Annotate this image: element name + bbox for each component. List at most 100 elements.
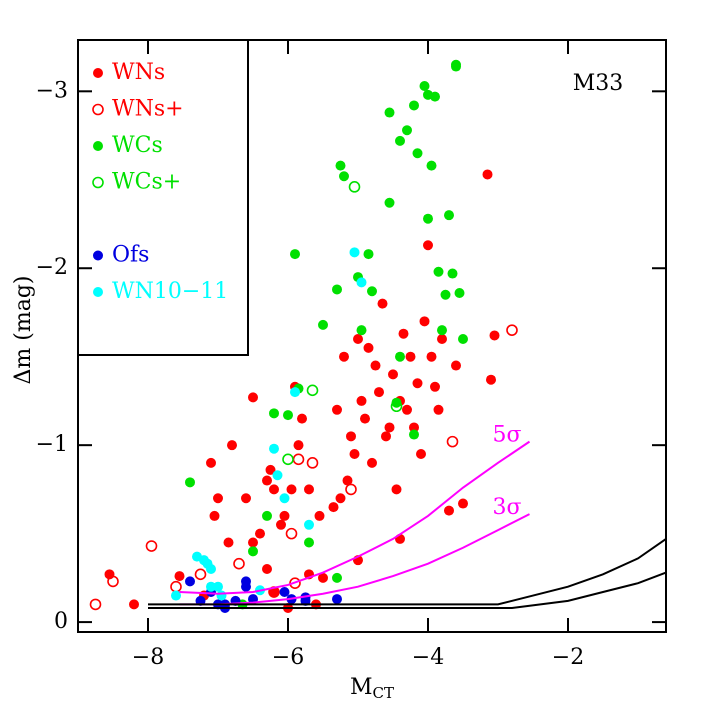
point (285, 527, 298, 540)
legend-marker (92, 176, 104, 189)
point (423, 240, 433, 251)
plot-frame (77, 39, 667, 633)
x-tick-label: −4 (412, 645, 444, 670)
curve (148, 538, 667, 606)
point (269, 484, 279, 495)
point (409, 422, 419, 433)
point (342, 475, 353, 486)
point (174, 571, 185, 582)
annotation: M33 (573, 71, 624, 96)
point (332, 572, 342, 583)
point (248, 392, 258, 403)
point (289, 577, 301, 589)
legend-marker (92, 103, 104, 116)
point (356, 325, 367, 336)
point (423, 213, 433, 224)
point (129, 599, 139, 610)
point (262, 475, 272, 486)
point (447, 268, 458, 279)
point (458, 334, 468, 345)
point (353, 334, 363, 345)
point (409, 429, 419, 440)
point (419, 316, 430, 327)
point (195, 595, 206, 606)
legend-label: WCs (112, 133, 163, 158)
point (391, 484, 402, 495)
point (255, 528, 265, 539)
point (279, 587, 290, 598)
point (395, 351, 405, 362)
legend-marker (93, 141, 103, 151)
point (451, 61, 461, 72)
point (279, 493, 290, 504)
point (381, 431, 391, 442)
point (185, 576, 195, 587)
curve (179, 513, 530, 606)
point (335, 493, 346, 504)
point (346, 431, 356, 442)
point (412, 148, 423, 159)
point (290, 249, 300, 260)
point (374, 387, 384, 398)
legend-label: Ofs (112, 243, 149, 268)
curve (148, 571, 667, 609)
point (446, 435, 459, 448)
x-label-sub: CT (373, 684, 394, 702)
point (384, 197, 395, 208)
point (458, 498, 468, 509)
point (206, 457, 216, 468)
point (332, 594, 342, 605)
point (398, 328, 409, 339)
point (339, 171, 349, 182)
point (402, 125, 412, 136)
x-tick-label: −2 (552, 645, 584, 670)
point (332, 284, 342, 295)
point (384, 107, 395, 118)
legend-marker (93, 250, 103, 261)
point (335, 160, 346, 171)
point (318, 319, 328, 330)
point (213, 493, 223, 504)
point (306, 384, 319, 397)
point (377, 298, 388, 309)
point (314, 510, 325, 521)
legend-label: WNs (112, 60, 165, 85)
point (262, 510, 272, 521)
point (363, 342, 374, 353)
point (437, 325, 447, 336)
legend-label: WNs+ (112, 97, 184, 122)
point (349, 449, 360, 460)
point (388, 369, 398, 380)
x-label-main: M (350, 675, 373, 700)
point (279, 510, 290, 521)
point (107, 575, 119, 588)
point (444, 210, 454, 221)
point (223, 537, 234, 548)
point (171, 590, 181, 601)
point (489, 330, 500, 341)
point (265, 464, 276, 475)
point (209, 510, 220, 521)
point (269, 443, 279, 454)
point (269, 587, 279, 598)
point (194, 568, 207, 581)
curve-label: 3σ (492, 495, 521, 520)
y-tick-label: 0 (54, 609, 68, 634)
point (426, 160, 437, 171)
point (304, 484, 314, 495)
point (430, 381, 440, 392)
point (145, 540, 158, 552)
point (402, 404, 412, 415)
point (356, 395, 367, 406)
point (269, 408, 279, 419)
point (440, 289, 451, 300)
point (241, 576, 251, 587)
y-axis-label: Δm (mag) (11, 276, 36, 385)
point (318, 572, 328, 583)
point (339, 351, 349, 362)
legend-marker (93, 68, 103, 78)
point (416, 449, 426, 460)
point (272, 470, 283, 481)
point (283, 410, 293, 421)
